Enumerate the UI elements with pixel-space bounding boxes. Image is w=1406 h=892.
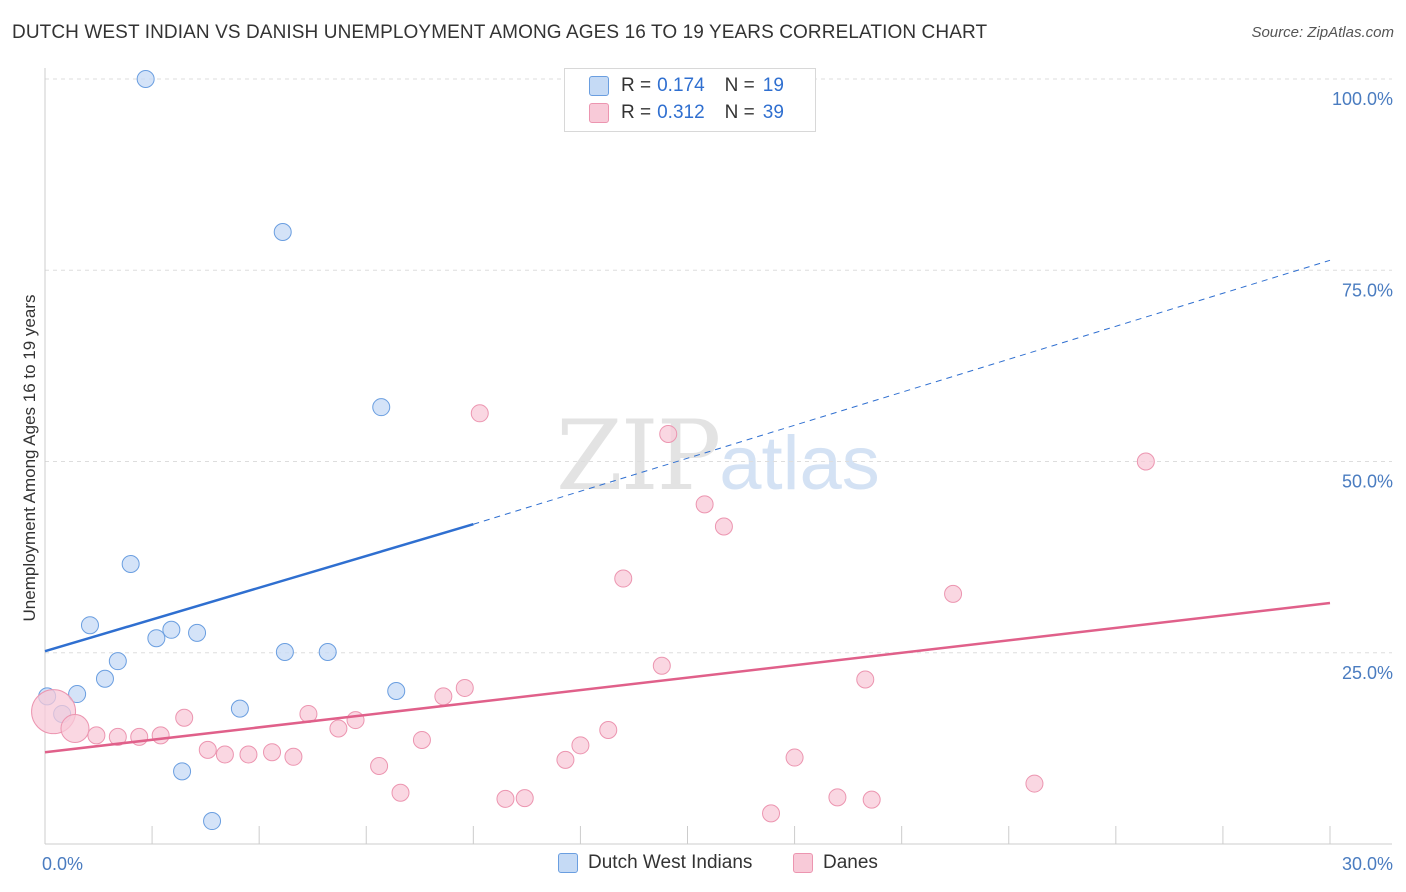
dutch-west-indian-point (136, 70, 155, 88)
dutch-west-indian-point (95, 669, 114, 688)
danes-point (944, 584, 963, 603)
dutch-west-indian-point (68, 685, 87, 704)
stats-legend: R = 0.174 N = 19 R = 0.312 N = 39 (564, 68, 816, 132)
stats-n-label: N = (724, 102, 755, 123)
legend-swatch-dutch-west-indians (558, 853, 578, 873)
danes-point (455, 678, 474, 697)
danes-point (108, 727, 127, 746)
danes-point (198, 740, 217, 759)
dutch-west-indian-trendline (44, 523, 474, 653)
dutch-west-indian-point (273, 223, 292, 241)
watermark: ZIPatlas (556, 400, 880, 512)
y-tick-label: 25.0% (1342, 663, 1393, 683)
danes-point (856, 670, 875, 689)
legend-label-dutch-west-indians: Dutch West Indians (588, 852, 753, 873)
dutch-west-indian-trendline-extension (473, 259, 1331, 525)
dutch-west-indian-point (147, 629, 166, 648)
danes-point (571, 736, 590, 755)
stats-r-label: R = (621, 102, 652, 123)
dutch-west-indian-point (275, 642, 294, 661)
danes-point (87, 726, 106, 745)
danes-point (785, 748, 804, 767)
danes-point (239, 745, 258, 764)
y-tick-label: 100.0% (1332, 89, 1393, 109)
dutch-west-indian-point (387, 682, 406, 700)
danes-point (714, 517, 733, 536)
stats-n-value: 39 (762, 102, 784, 123)
danes-point (614, 569, 633, 588)
y-tick-label: 75.0% (1342, 280, 1393, 300)
danes-point (434, 687, 453, 706)
stats-r-value: 0.174 (657, 75, 705, 96)
danes-point (346, 711, 365, 730)
stats-row-danes: R = 0.312 N = 39 (589, 101, 784, 125)
danes-point (263, 743, 282, 762)
stats-swatch-dutch-west-indians (589, 76, 609, 96)
dutch-west-indian-point (318, 642, 337, 661)
dutch-west-indian-point (188, 623, 207, 642)
dutch-west-indian-point (121, 555, 140, 574)
danes-point (215, 745, 234, 764)
stats-n-value: 19 (762, 75, 784, 96)
stats-swatch-danes (589, 103, 609, 123)
danes-point (470, 404, 489, 423)
chart-title: DUTCH WEST INDIAN VS DANISH UNEMPLOYMENT… (12, 22, 988, 43)
danes-point (284, 747, 303, 766)
dutch-west-indian-point (80, 616, 99, 635)
danes-point (496, 789, 515, 808)
danes-point (762, 804, 781, 823)
stats-n-label: N = (724, 75, 755, 96)
legend-item-danes[interactable]: Danes (793, 852, 878, 874)
danes-point (175, 708, 194, 727)
dutch-west-indian-point (108, 652, 127, 671)
danes-point (412, 730, 431, 749)
legend-item-dutch-west-indians[interactable]: Dutch West Indians (558, 852, 752, 874)
stats-r-label: R = (621, 75, 652, 96)
legend-label-danes: Danes (823, 852, 878, 873)
dutch-west-indian-point (203, 812, 222, 831)
legend-swatch-danes (793, 853, 813, 873)
danes-point (695, 495, 714, 514)
danes-point (370, 756, 389, 775)
danes-point (659, 424, 678, 443)
dutch-west-indian-point (372, 398, 391, 417)
danes-point (391, 783, 410, 802)
x-tick-label-min: 0.0% (42, 854, 83, 874)
danes-trendline (44, 601, 1331, 754)
dutch-west-indian-point (173, 762, 192, 781)
stats-row-dutch-west-indians: R = 0.174 N = 19 (589, 74, 784, 98)
danes-point (151, 726, 170, 745)
danes-point (599, 721, 618, 740)
danes-point (828, 788, 847, 807)
x-tick-label-max: 30.0% (1342, 854, 1393, 874)
danes-point (556, 750, 575, 769)
danes-point (515, 789, 534, 808)
danes-point (329, 719, 348, 738)
danes-point (862, 790, 881, 809)
danes-point (1025, 774, 1044, 793)
watermark-atlas: atlas (719, 421, 880, 506)
danes-point (1136, 452, 1155, 471)
dutch-west-indian-point (230, 699, 249, 718)
source-label: Source: ZipAtlas.com (1251, 24, 1394, 41)
danes-point (652, 656, 671, 675)
dutch-west-indian-point (162, 620, 181, 639)
danes-point (60, 713, 90, 743)
y-tick-label: 50.0% (1342, 472, 1393, 492)
watermark-zip: ZIP (556, 400, 721, 512)
stats-r-value: 0.312 (657, 102, 705, 123)
